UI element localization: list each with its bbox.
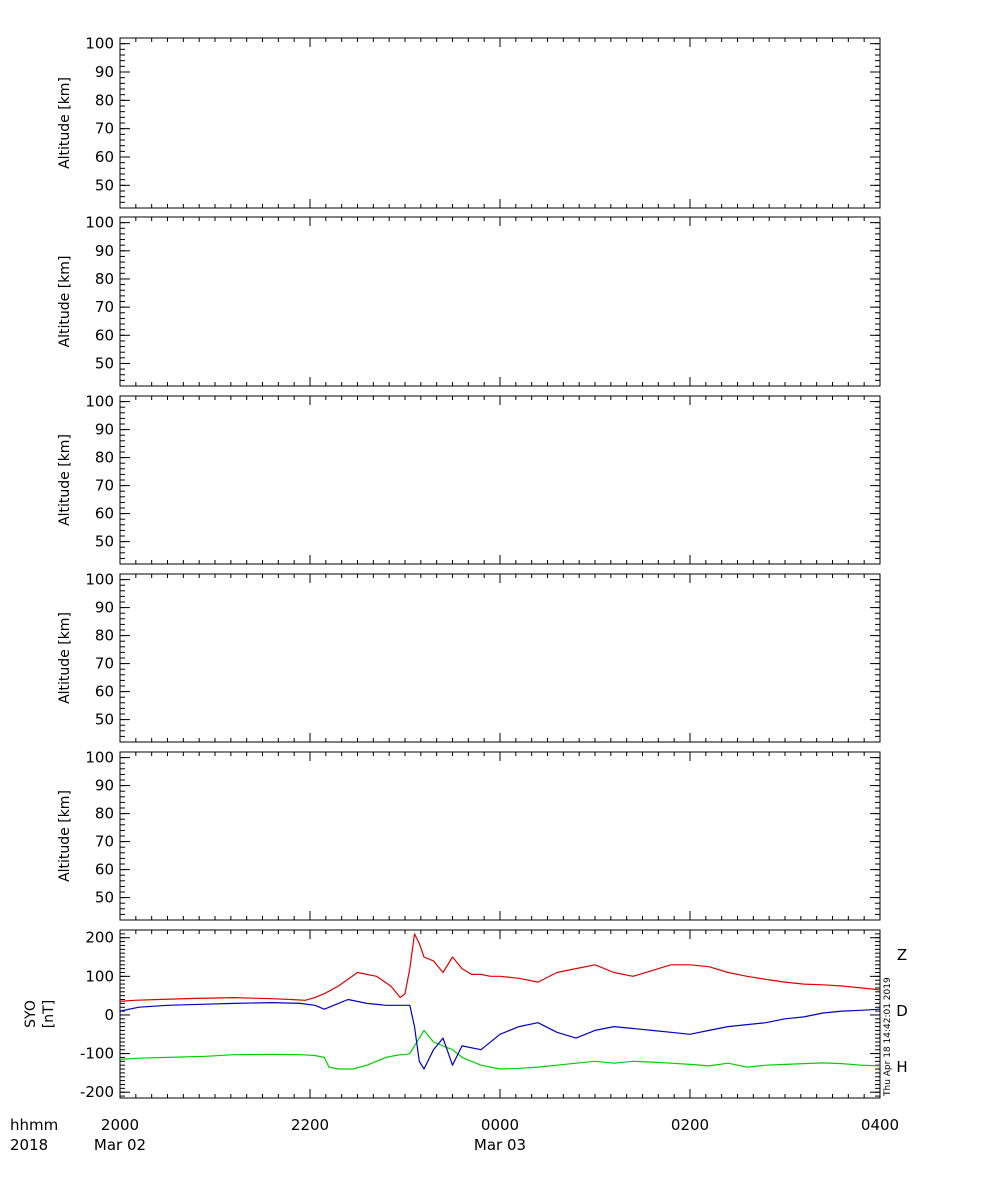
y-tick-label: 90 — [95, 599, 114, 617]
legend-label-d: D — [896, 1002, 908, 1020]
y-axis-title: SYO — [23, 1000, 39, 1028]
x-tick-label: 2000 — [101, 1116, 139, 1134]
y-tick-label: 100 — [85, 35, 114, 53]
y-axis-title: [nT] — [41, 1000, 57, 1028]
x-axis-header: hhmm — [10, 1116, 58, 1134]
x-tick-label: 2200 — [291, 1116, 329, 1134]
series-line-h — [119, 998, 881, 1070]
y-tick-label: 100 — [85, 571, 114, 589]
y-tick-label: 80 — [95, 270, 114, 288]
y-tick-label: 80 — [95, 449, 114, 467]
x-tick-label: 0200 — [671, 1116, 709, 1134]
y-tick-label: 50 — [95, 889, 114, 907]
y-tick-label: 100 — [85, 749, 114, 767]
y-tick-label: 80 — [95, 627, 114, 645]
x-tick-date: Mar 03 — [474, 1136, 526, 1154]
y-axis-title: Altitude [km] — [57, 790, 73, 882]
y-tick-label: 70 — [95, 477, 114, 495]
series-line-z — [119, 933, 881, 1002]
y-tick-label: 50 — [95, 711, 114, 729]
y-tick-label: 50 — [95, 176, 114, 194]
y-tick-label: 70 — [95, 655, 114, 673]
panel-frame — [119, 395, 881, 565]
panel-frame — [119, 573, 881, 743]
y-tick-label: 60 — [95, 148, 114, 166]
y-tick-label: 80 — [95, 805, 114, 823]
y-axis-title: Altitude [km] — [57, 612, 73, 704]
timestamp: Thu Apr 18 14:42:01 2019 — [883, 977, 893, 1097]
y-tick-label: 50 — [95, 533, 114, 551]
panel-frame — [119, 751, 881, 921]
y-tick-label: 90 — [95, 242, 114, 260]
panel-frame — [119, 216, 881, 387]
y-axis-title: Altitude [km] — [57, 77, 73, 169]
y-tick-label: 90 — [95, 421, 114, 439]
y-tick-label: 60 — [95, 683, 114, 701]
x-axis-header: 2018 — [10, 1136, 48, 1154]
y-tick-label: 70 — [95, 298, 114, 316]
y-tick-label: 60 — [95, 505, 114, 523]
panel-frame — [119, 929, 881, 1099]
y-tick-label: 60 — [95, 326, 114, 344]
y-tick-label: 90 — [95, 777, 114, 795]
legend-label-z: Z — [897, 946, 907, 964]
y-tick-label: 70 — [95, 833, 114, 851]
panel-frame — [119, 37, 881, 209]
y-tick-label: 60 — [95, 861, 114, 879]
y-tick-label: 100 — [85, 214, 114, 232]
legend-label-h: H — [896, 1058, 907, 1076]
y-tick-label: -200 — [80, 1083, 114, 1101]
y-tick-label: 70 — [95, 120, 114, 138]
y-axis-title: Altitude [km] — [57, 434, 73, 526]
y-tick-label: 0 — [104, 1006, 114, 1024]
y-tick-label: 100 — [85, 967, 114, 985]
y-tick-label: 200 — [85, 929, 114, 947]
y-tick-label: 100 — [85, 393, 114, 411]
x-tick-label: 0400 — [861, 1116, 899, 1134]
series-line-d — [119, 1029, 881, 1070]
y-tick-label: 80 — [95, 91, 114, 109]
x-tick-label: 0000 — [481, 1116, 519, 1134]
x-tick-date: Mar 02 — [94, 1136, 146, 1154]
y-tick-label: 50 — [95, 354, 114, 372]
y-tick-label: -100 — [80, 1045, 114, 1063]
y-tick-label: 90 — [95, 63, 114, 81]
y-axis-title: Altitude [km] — [57, 256, 73, 348]
